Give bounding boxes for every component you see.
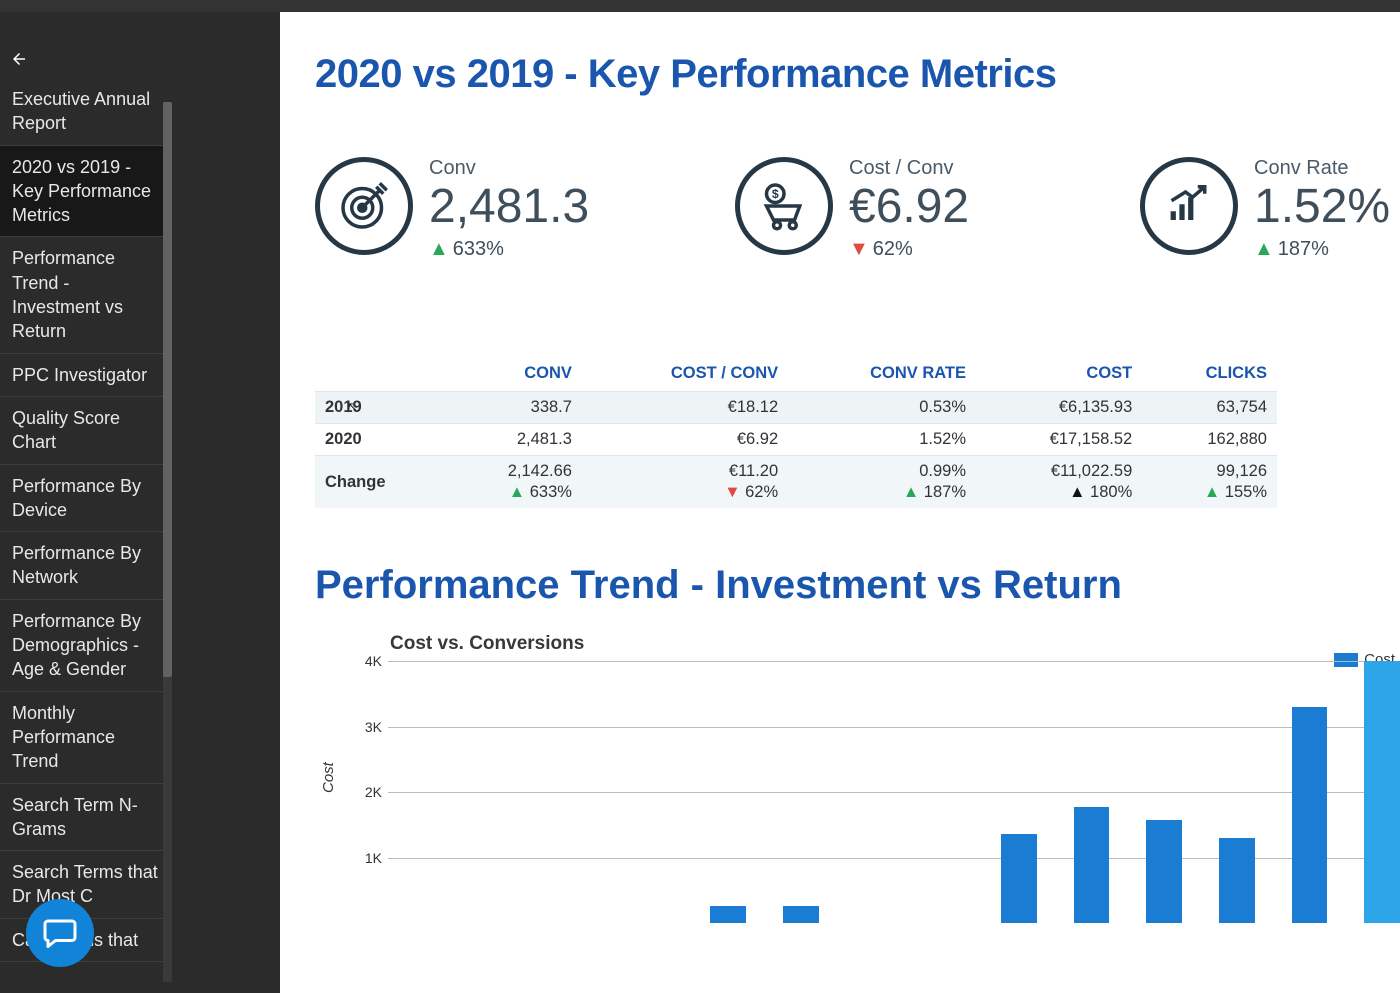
- kpi-value: 2,481.3: [429, 182, 589, 232]
- kpi-delta: ▼62%: [849, 238, 969, 261]
- cost-vs-conversions-chart: Cost vs. Conversions Cost Cost 4K3K2K1K: [320, 643, 1400, 923]
- arrow-up-icon: ▲: [1254, 238, 1274, 260]
- table-header: CLICKS: [1142, 356, 1277, 392]
- table-header: COST: [976, 356, 1142, 392]
- table-cell: €11,022.59▲ 180%: [976, 456, 1142, 509]
- kpi-delta: ▲633%: [429, 238, 589, 261]
- sidebar-item[interactable]: PPC Investigator: [0, 354, 172, 397]
- sidebar-item[interactable]: Performance Trend - Investment vs Return: [0, 237, 172, 353]
- table-cell: 63,754: [1142, 392, 1277, 424]
- table-row: 20202,481.3€6.921.52%€17,158.52162,880: [315, 424, 1277, 456]
- sidebar-scrollbar[interactable]: [163, 102, 172, 982]
- table-row-change: Change2,142.66▲ 633%€11.20▼ 62%0.99%▲ 18…: [315, 456, 1277, 509]
- sidebar: Executive Annual Report2020 vs 2019 - Ke…: [0, 12, 172, 993]
- kpi-row: Conv 2,481.3 ▲633% $ Cost / Conv €6.92 ▼…: [315, 157, 1400, 261]
- sidebar-item[interactable]: Search Terms that Dr Most C: [0, 851, 172, 919]
- table-cell: €18.12: [582, 392, 788, 424]
- sidebar-item[interactable]: Performance By Device: [0, 465, 172, 533]
- sidebar-item[interactable]: Performance By Network: [0, 532, 172, 600]
- table-cell: €17,158.52: [976, 424, 1142, 456]
- kpi-delta: ▲187%: [1254, 238, 1390, 261]
- kpi-value: 1.52%: [1254, 182, 1390, 232]
- sidebar-nav: Executive Annual Report2020 vs 2019 - Ke…: [0, 78, 172, 962]
- chart-bar: [783, 906, 819, 923]
- chart-ytick-label: 1K: [352, 850, 382, 866]
- table-cell: 99,126▲ 155%: [1142, 456, 1277, 509]
- table-cell: Change: [315, 456, 445, 509]
- chart-bar: [710, 906, 746, 924]
- table-cell: 2019: [315, 392, 445, 424]
- back-button[interactable]: [0, 12, 172, 78]
- page-title-trend: Performance Trend - Investment vs Return: [315, 563, 1400, 608]
- target-icon: [315, 157, 413, 255]
- chart-ytick-label: 4K: [352, 653, 382, 669]
- table-cell: 162,880: [1142, 424, 1277, 456]
- table-cell: 0.99%▲ 187%: [788, 456, 976, 509]
- comparison-table: CONVCOST / CONVCONV RATECOSTCLICKS 20193…: [315, 356, 1277, 508]
- kpi-card-conv-rate: Conv Rate 1.52% ▲187%: [1140, 157, 1390, 261]
- chart-bar: [1364, 661, 1400, 923]
- table-header: [315, 356, 445, 392]
- kpi-label: Cost / Conv: [849, 157, 969, 180]
- table-cell: 338.7: [445, 392, 581, 424]
- table-header: COST / CONV: [582, 356, 788, 392]
- chart-ytick-label: 2K: [352, 784, 382, 800]
- sidebar-item[interactable]: Performance By Demographics - Age & Gend…: [0, 600, 172, 692]
- table-cell: 2,142.66▲ 633%: [445, 456, 581, 509]
- table-header: CONV: [445, 356, 581, 392]
- growth-icon: [1140, 157, 1238, 255]
- kpi-card-cost-conv: $ Cost / Conv €6.92 ▼62%: [735, 157, 1090, 261]
- chart-bar: [1146, 820, 1182, 923]
- arrow-up-icon: ▲: [429, 238, 449, 260]
- cart-dollar-icon: $: [735, 157, 833, 255]
- sidebar-item[interactable]: Quality Score Chart: [0, 397, 172, 465]
- table-cell: 0.53%: [788, 392, 976, 424]
- kpi-label: Conv Rate: [1254, 157, 1390, 180]
- table-cell: €6.92: [582, 424, 788, 456]
- table-header: CONV RATE: [788, 356, 976, 392]
- chart-y-axis-label: Cost: [320, 763, 337, 794]
- arrow-left-icon: [10, 50, 28, 68]
- chart-bar: [1292, 707, 1328, 923]
- sidebar-scrollbar-thumb[interactable]: [163, 102, 172, 677]
- sidebar-item[interactable]: Search Term N-Grams: [0, 784, 172, 852]
- arrow-down-icon: ▼: [849, 238, 869, 260]
- top-bar: [0, 0, 1400, 12]
- table-cell: 2,481.3: [445, 424, 581, 456]
- chat-bubble-icon: [42, 915, 78, 951]
- svg-text:$: $: [772, 187, 779, 201]
- chart-title: Cost vs. Conversions: [390, 633, 584, 655]
- chart-ytick-label: 3K: [352, 719, 382, 735]
- main-content: 2020 vs 2019 - Key Performance Metrics C…: [280, 12, 1400, 993]
- sidebar-item[interactable]: Monthly Performance Trend: [0, 692, 172, 784]
- chart-bar: [1074, 807, 1110, 924]
- table-cell: 2020: [315, 424, 445, 456]
- chart-bars: [388, 661, 1400, 923]
- sidebar-item[interactable]: Executive Annual Report: [0, 78, 172, 146]
- table-row: 2019338.7€18.120.53%€6,135.9363,754: [315, 392, 1277, 424]
- table-cell: 1.52%: [788, 424, 976, 456]
- chart-bar: [1001, 834, 1037, 924]
- table-cell: €11.20▼ 62%: [582, 456, 788, 509]
- kpi-value: €6.92: [849, 182, 969, 232]
- kpi-card-conv: Conv 2,481.3 ▲633%: [315, 157, 685, 261]
- chart-bar: [1219, 838, 1255, 923]
- kpi-label: Conv: [429, 157, 589, 180]
- page-title-kpi: 2020 vs 2019 - Key Performance Metrics: [315, 52, 1400, 97]
- table-cell: €6,135.93: [976, 392, 1142, 424]
- sidebar-item[interactable]: 2020 vs 2019 - Key Performance Metrics: [0, 146, 172, 238]
- chat-support-button[interactable]: [26, 899, 94, 967]
